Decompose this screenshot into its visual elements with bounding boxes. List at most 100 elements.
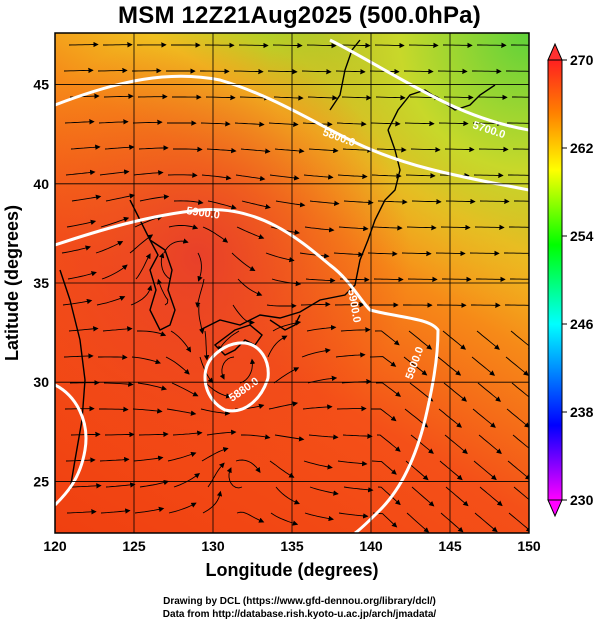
streamline <box>138 145 169 151</box>
streamline <box>411 198 442 205</box>
streamline <box>308 434 339 440</box>
streamline <box>473 172 504 179</box>
streamline <box>512 434 529 449</box>
streamline <box>401 250 432 257</box>
streamline <box>474 512 498 533</box>
streamline <box>440 512 464 533</box>
streamline <box>65 457 96 463</box>
streamline <box>444 146 475 153</box>
streamline <box>303 174 334 180</box>
streamline <box>443 382 467 402</box>
colorbar: 270 262 254 246 238 230 <box>547 42 594 518</box>
streamline <box>99 456 130 463</box>
streamline <box>371 460 397 475</box>
streamline <box>406 224 437 231</box>
x-tick-label: 140 <box>359 538 383 554</box>
streamline <box>343 486 374 493</box>
streamline <box>104 144 135 150</box>
streamline <box>95 241 124 254</box>
streamline <box>478 434 502 454</box>
streamline <box>195 278 205 308</box>
streamline <box>371 173 402 179</box>
streamline <box>307 95 338 101</box>
page-title: MSM 12Z21Aug2025 (500.0hPa) <box>118 2 481 29</box>
streamline <box>235 174 266 182</box>
streamline <box>510 330 529 350</box>
streamline <box>173 146 203 153</box>
streamline <box>205 94 236 101</box>
streamline <box>437 356 462 376</box>
streamline <box>203 330 210 361</box>
streamline <box>410 146 441 153</box>
streamline <box>404 120 435 127</box>
streamline <box>410 434 434 454</box>
streamline <box>304 512 334 522</box>
x-axis: 120 125 130 135 140 145 150 <box>43 538 541 554</box>
streamline <box>159 252 171 280</box>
streamline <box>511 382 529 398</box>
streamline <box>438 120 469 127</box>
streamline <box>443 94 474 101</box>
streamline <box>131 356 161 365</box>
x-tick-label: 130 <box>201 538 225 554</box>
streamline <box>308 147 339 154</box>
streamline <box>338 225 369 232</box>
streamline <box>335 68 366 75</box>
streamline <box>369 356 397 367</box>
streamline <box>206 147 237 154</box>
streamline <box>299 252 330 259</box>
streamline <box>65 169 96 176</box>
streamline <box>226 467 243 489</box>
streamline <box>237 278 263 297</box>
streamline <box>234 121 265 128</box>
streamline <box>240 148 271 154</box>
streamline <box>265 252 295 263</box>
streamline <box>104 431 135 438</box>
streamline <box>201 447 229 462</box>
streamline <box>98 119 129 125</box>
credit-drawing: Drawing by DCL (https://www.gfd-dennou.o… <box>163 596 436 607</box>
y-tick-label: 45 <box>33 77 49 93</box>
streamline <box>268 121 299 128</box>
streamline <box>367 251 398 257</box>
streamline <box>476 330 500 350</box>
streamline <box>377 486 401 506</box>
y-tick-label: 35 <box>33 275 49 291</box>
streamline <box>275 486 300 505</box>
streamline <box>99 406 129 413</box>
streamline <box>235 459 261 473</box>
colorbar-tick-label: 254 <box>570 228 594 244</box>
y-axis: 25 30 35 40 45 <box>33 77 49 490</box>
streamline <box>137 330 167 337</box>
streamline <box>137 382 167 391</box>
x-tick-label: 135 <box>280 538 304 554</box>
streamline <box>206 429 237 436</box>
streamline <box>236 226 265 240</box>
streamline <box>479 198 510 205</box>
streamline <box>105 193 136 202</box>
streamline <box>66 219 97 228</box>
streamline <box>133 170 164 176</box>
streamline <box>507 460 529 480</box>
streamline <box>168 224 199 230</box>
streamline <box>202 490 223 514</box>
x-tick-label: 125 <box>122 538 146 554</box>
streamline <box>97 67 128 74</box>
streamline <box>376 147 407 153</box>
colorbar-bottom-arrow <box>547 499 563 518</box>
streamline <box>411 486 435 507</box>
streamline <box>231 252 256 272</box>
streamline <box>269 174 300 181</box>
colorbar-top-arrow <box>547 42 563 61</box>
streamline <box>513 486 529 501</box>
streamline <box>505 356 529 376</box>
streamline <box>370 121 401 127</box>
credit-data: Data from http://database.rish.kyoto-u.a… <box>162 609 437 620</box>
streamline <box>303 460 333 470</box>
streamline <box>474 224 505 231</box>
streamline <box>100 508 131 514</box>
streamline <box>134 215 163 228</box>
plot-frame <box>54 32 530 534</box>
streamline <box>96 295 126 306</box>
